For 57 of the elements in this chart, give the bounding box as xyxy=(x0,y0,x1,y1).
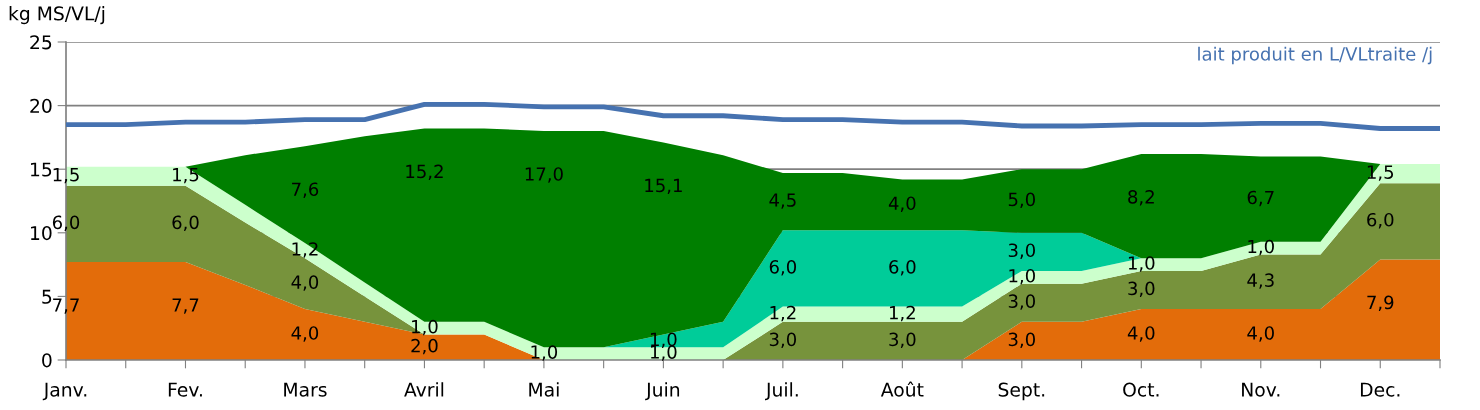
data-label: 8,2 xyxy=(1128,190,1154,206)
data-label: 1,2 xyxy=(889,305,915,322)
data-label: 3,0 xyxy=(1008,332,1035,348)
data-label: 3,0 xyxy=(769,332,797,348)
data-label: 4,0 xyxy=(1127,326,1155,342)
data-label: 1,5 xyxy=(53,168,79,184)
data-label: 1,5 xyxy=(173,168,199,184)
x-tick-label: Sept. xyxy=(998,382,1045,401)
data-label: 4,5 xyxy=(769,193,796,209)
x-tick-label: Juil. xyxy=(765,382,798,401)
data-label: 6,0 xyxy=(769,260,797,276)
y-tick-label: 5 xyxy=(42,289,52,304)
x-tick-label: Juin xyxy=(645,382,680,401)
x-tick-label: Août xyxy=(880,381,924,397)
data-label: 2,0 xyxy=(411,338,438,355)
data-label: 3,0 xyxy=(1008,243,1035,259)
data-label: 3,0 xyxy=(889,332,916,348)
data-label: 1,0 xyxy=(531,345,558,361)
data-label: 4,3 xyxy=(1247,273,1274,289)
data-label: 6,0 xyxy=(1367,212,1394,229)
data-label: 15,2 xyxy=(406,164,443,181)
y-tick-label: 0 xyxy=(42,353,52,368)
data-label: 6,0 xyxy=(889,260,916,276)
data-label: 6,0 xyxy=(52,215,80,231)
data-label: 4,0 xyxy=(291,275,319,291)
y-tick-label: 20 xyxy=(30,98,52,113)
data-label: 1,0 xyxy=(1128,256,1155,272)
data-label: 6,0 xyxy=(172,215,199,231)
data-label: 7,7 xyxy=(172,298,199,314)
data-label: 15,1 xyxy=(645,178,682,195)
data-label: 1,0 xyxy=(1248,239,1274,256)
x-tick-label: Nov. xyxy=(1242,382,1280,397)
y-tick-label: 10 xyxy=(31,226,52,241)
data-label: 4,0 xyxy=(1247,326,1274,342)
x-tick-label: Oct. xyxy=(1123,382,1159,397)
data-label: 4,0 xyxy=(888,196,916,212)
data-label: 7,9 xyxy=(1367,295,1394,312)
data-label: 7,6 xyxy=(292,182,319,198)
x-tick-label: Avril xyxy=(404,382,444,397)
x-tick-label: Mai xyxy=(529,382,559,397)
data-label: 1,2 xyxy=(770,305,796,322)
text: lait produit en L/VLtraite /j xyxy=(1198,46,1432,65)
data-label: 4,0 xyxy=(291,326,319,342)
data-label: 17,0 xyxy=(525,167,563,183)
data-label: 3,0 xyxy=(1128,281,1155,298)
x-tick-label: Fev. xyxy=(168,382,202,397)
x-tick-label: Janv. xyxy=(42,382,87,401)
data-label: 6,7 xyxy=(1247,190,1274,207)
data-label: 1,0 xyxy=(1009,268,1035,285)
data-label: 3,0 xyxy=(1008,294,1035,310)
data-label: 5,0 xyxy=(1008,192,1035,209)
x-tick-label: Mars xyxy=(284,382,327,397)
y-axis-title: kg MS/VL/j xyxy=(9,6,105,25)
y-tick-label: 25 xyxy=(30,35,52,50)
x-tick-label: Dec. xyxy=(1360,382,1400,397)
data-label: 1,0 xyxy=(412,319,438,336)
y-tick-label: 15 xyxy=(31,162,52,177)
